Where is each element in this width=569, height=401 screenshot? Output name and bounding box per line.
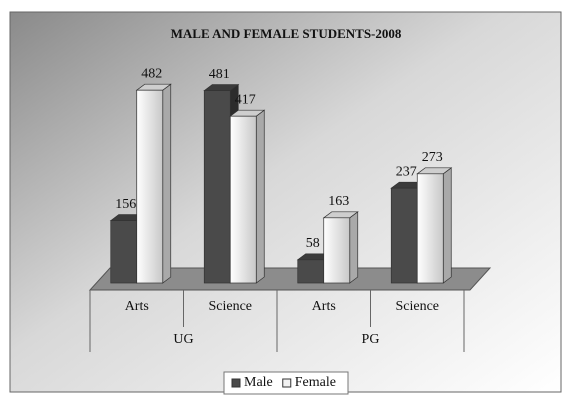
value-label: 156 [115,197,136,212]
bar [203,90,231,284]
value-label: 482 [141,66,162,81]
bar-side [255,109,265,284]
legend-label: Female [295,375,336,390]
bar [136,89,164,284]
value-label: 273 [422,150,443,165]
value-label: 237 [396,164,417,179]
value-label: 417 [235,92,256,107]
x-tick-label: Arts [125,299,149,314]
bar [297,259,325,284]
x-tick-label: Science [395,299,439,314]
legend-swatch [231,378,241,388]
value-label: 163 [328,194,349,209]
chart-title: MALE AND FEMALE STUDENTS-2008 [171,26,402,41]
legend-label: Male [244,375,273,390]
floor [88,267,492,291]
bar-side [349,211,359,284]
legend-swatch [282,378,292,388]
bar [390,187,418,284]
value-label: 481 [209,67,230,82]
bar [110,220,138,284]
bar-side [162,83,172,284]
group-label: PG [362,332,380,347]
x-tick-label: Science [208,299,252,314]
x-tick-label: Arts [312,299,336,314]
bar [323,217,351,284]
bar [229,115,257,284]
bar [416,173,444,284]
bar-side [442,167,452,284]
value-label: 58 [306,236,320,251]
group-label: UG [173,332,193,347]
plot-frame [9,11,562,393]
